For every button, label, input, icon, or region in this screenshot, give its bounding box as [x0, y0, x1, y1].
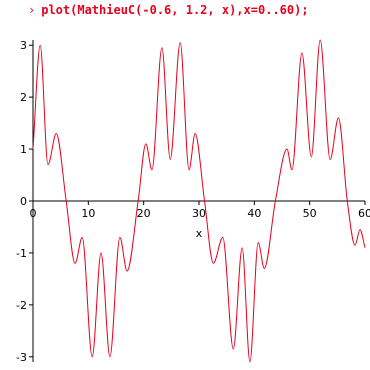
- x-tick-label: 60: [358, 207, 370, 220]
- y-tick-label: -1: [16, 247, 27, 260]
- x-axis-label: x: [196, 227, 203, 240]
- x-tick-label: 10: [81, 207, 95, 220]
- y-tick-label: 2: [20, 91, 27, 104]
- y-tick-label: 0: [20, 195, 27, 208]
- x-tick-label: 0: [30, 207, 37, 220]
- curve: [32, 39, 366, 363]
- input-line[interactable]: › plot(MathieuC(-0.6, 1.2, x),x=0..60);: [28, 3, 309, 17]
- x-tick-label: 40: [247, 207, 261, 220]
- x-tick-label: 30: [192, 207, 206, 220]
- x-tick-label: 50: [303, 207, 317, 220]
- prompt: ›: [28, 3, 36, 17]
- y-tick-label: 1: [20, 143, 27, 156]
- y-tick-label: -3: [16, 351, 27, 364]
- y-tick-label: 3: [20, 39, 27, 52]
- x-tick-label: 20: [137, 207, 151, 220]
- y-tick-label: -2: [16, 299, 27, 312]
- command[interactable]: plot(MathieuC(-0.6, 1.2, x),x=0..60);: [41, 3, 309, 17]
